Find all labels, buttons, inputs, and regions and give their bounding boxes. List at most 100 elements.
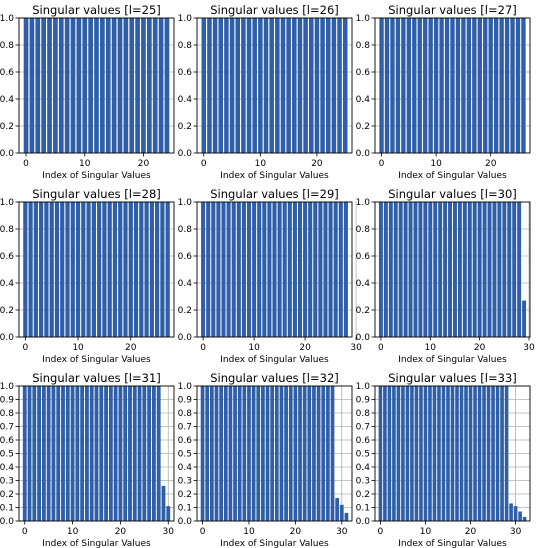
bar (85, 386, 89, 521)
bar (513, 506, 518, 521)
bar (111, 18, 117, 153)
x-tick-label: 30 (350, 343, 362, 353)
bar (455, 18, 461, 153)
bar (272, 202, 277, 337)
bar (201, 202, 206, 337)
bar (214, 386, 219, 521)
bar (459, 386, 464, 521)
bar (433, 18, 439, 153)
bar (328, 202, 333, 337)
bar (128, 202, 133, 337)
bar (216, 202, 221, 337)
bar (307, 386, 312, 521)
x-tick-label: 0 (379, 159, 385, 169)
y-tick-label: 0.4 (356, 463, 371, 473)
bar (483, 18, 488, 153)
bar (468, 386, 473, 521)
y-tick-label: 0.2 (356, 306, 370, 316)
bar (251, 386, 256, 521)
bar (242, 386, 247, 521)
y-tick-label: 0.1 (356, 504, 370, 514)
bar (393, 202, 398, 337)
bar (41, 18, 47, 153)
bar (236, 202, 241, 337)
bar (142, 386, 147, 521)
bar (228, 386, 233, 521)
bar (46, 386, 51, 521)
bar (383, 202, 388, 337)
y-tick-label: 0.6 (0, 252, 14, 262)
bar (286, 18, 291, 153)
bar (464, 386, 468, 521)
bar (70, 18, 76, 153)
y-tick-label: 0.8 (356, 41, 371, 51)
bar (231, 202, 236, 337)
bar (102, 202, 107, 337)
bar (94, 386, 99, 521)
y-tick-label: 0.4 (178, 279, 193, 289)
bar (151, 386, 156, 521)
bar (502, 202, 507, 337)
x-tick-label: 0 (23, 159, 29, 169)
y-tick-label: 0.8 (356, 225, 371, 235)
y-tick-label: 1.0 (0, 198, 14, 208)
subplot-4: 0.0 0.2 0.4 0.6 0.8 1.0 0 10 20 Singular values [… (0, 187, 175, 365)
y-tick-label: 0.6 (356, 252, 371, 262)
bar (318, 202, 323, 337)
bar (457, 202, 462, 337)
subplot-title: Singular values [l=29] (210, 187, 339, 201)
bar (333, 202, 338, 337)
x-tick-label: 20 (474, 343, 486, 353)
bar (433, 202, 438, 337)
x-axis-label: Index of Singular Values (398, 171, 507, 181)
bar (41, 386, 46, 521)
bar (37, 386, 42, 521)
bar (211, 202, 216, 337)
bar (265, 386, 270, 521)
y-tick-label: 0.6 (178, 252, 193, 262)
bar (166, 506, 171, 521)
bar (293, 386, 298, 521)
bar (387, 386, 392, 521)
bar (515, 18, 521, 153)
bar (279, 386, 284, 521)
bar (108, 386, 113, 521)
x-tick-label: 20 (311, 159, 323, 169)
bar (60, 202, 65, 337)
y-tick-label: 0.0 (0, 517, 14, 527)
bar (156, 386, 161, 521)
bar (287, 202, 292, 337)
bar (277, 202, 282, 337)
y-tick-label: 0.3 (178, 477, 192, 487)
bar (262, 202, 267, 337)
bar (233, 386, 237, 521)
y-tick-label: 0.2 (356, 490, 370, 500)
bar (132, 386, 137, 521)
subplot-1: 0.0 0.2 0.4 0.6 0.8 1.0 0 10 20 Singular values [… (0, 3, 175, 181)
y-tick-label: 0.6 (178, 436, 193, 446)
bar (406, 18, 412, 153)
bar (223, 386, 228, 521)
bar (491, 386, 495, 521)
bar (461, 18, 466, 153)
bar (80, 386, 85, 521)
y-tick-label: 1.0 (0, 14, 14, 24)
y-tick-label: 0.2 (0, 122, 14, 132)
bar (252, 202, 257, 337)
bar (261, 386, 265, 521)
bar (206, 202, 211, 337)
bar (518, 511, 522, 521)
y-tick-label: 0.9 (356, 396, 371, 406)
bar (128, 386, 132, 521)
y-tick-label: 0.9 (0, 396, 14, 406)
x-tick-label: 10 (248, 343, 260, 353)
y-tick-label: 1.0 (178, 14, 193, 24)
x-tick-label: 20 (299, 343, 311, 353)
subplot-7: 0.0 0.1 0.2 0.3 0.4 0.5 0.6 0.7 0.8 0.9 1.0 0 10 20 30… (0, 371, 175, 548)
bar (81, 202, 86, 337)
bar (417, 18, 422, 153)
bar (497, 202, 502, 337)
y-tick-label: 0.0 (178, 149, 193, 159)
bar (47, 18, 52, 153)
bar (312, 386, 316, 521)
